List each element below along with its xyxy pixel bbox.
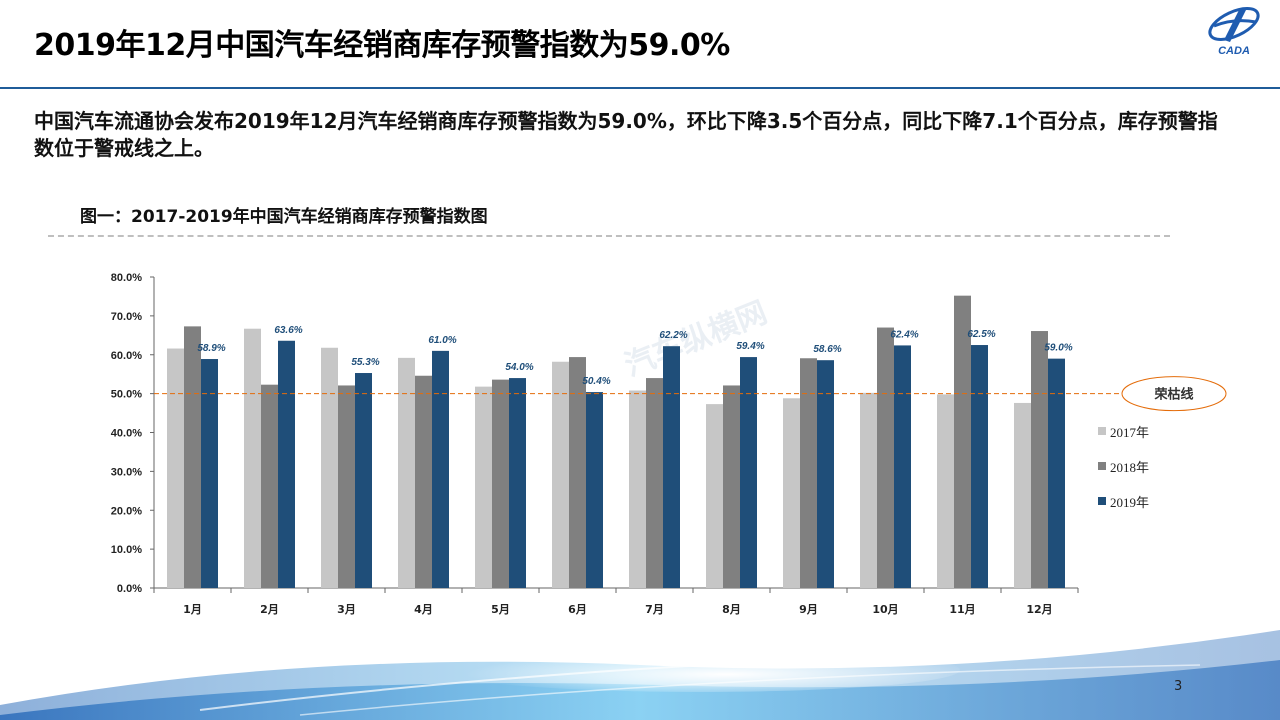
bar-2018年-4月 — [415, 375, 432, 588]
data-label: 62.2% — [659, 330, 687, 341]
y-tick-label: 40.0% — [111, 428, 142, 440]
legend-swatch — [1098, 427, 1106, 435]
x-tick-label: 10月 — [872, 603, 898, 616]
bar-2018年-5月 — [492, 379, 509, 588]
bar-2019年-11月 — [971, 345, 988, 588]
data-label: 62.5% — [967, 329, 995, 340]
bar-2019年-8月 — [740, 357, 757, 588]
data-label: 55.3% — [351, 357, 379, 368]
summary-text: 中国汽车流通协会发布2019年12月汽车经销商库存预警指数为59.0%，环比下降… — [34, 109, 1218, 160]
bar-2019年-10月 — [894, 345, 911, 588]
page-title: 2019年12月中国汽车经销商库存预警指数为59.0% — [34, 28, 730, 63]
figure-divider — [48, 235, 1170, 237]
data-label: 61.0% — [428, 335, 456, 346]
bar-2017年-3月 — [321, 347, 338, 588]
bar-2019年-4月 — [432, 350, 449, 588]
x-tick-label: 9月 — [799, 603, 818, 616]
y-tick-label: 80.0% — [111, 272, 142, 284]
cada-logo: CADA — [1208, 7, 1260, 57]
bar-2018年-11月 — [954, 295, 971, 588]
y-tick-label: 0.0% — [117, 583, 142, 595]
logo-text: CADA — [1218, 45, 1250, 57]
data-label: 59.0% — [1044, 343, 1072, 354]
decorative-wave — [0, 630, 1280, 720]
legend-swatch — [1098, 462, 1106, 470]
bar-2017年-10月 — [860, 392, 877, 588]
bar-2017年-11月 — [937, 394, 954, 588]
legend-label: 2019年 — [1110, 495, 1150, 510]
bar-2017年-9月 — [783, 398, 800, 588]
x-tick-label: 12月 — [1026, 603, 1052, 616]
bar-2017年-1月 — [167, 348, 184, 588]
bar-2017年-5月 — [475, 386, 492, 588]
bar-2019年-6月 — [586, 392, 603, 588]
threshold-badge — [1121, 376, 1227, 412]
y-tick-label: 20.0% — [111, 505, 142, 517]
y-tick-label: 10.0% — [111, 544, 142, 556]
bar-2018年-9月 — [800, 358, 817, 588]
title-divider — [0, 87, 1280, 89]
data-label: 59.4% — [736, 341, 764, 352]
x-tick-label: 11月 — [949, 603, 975, 616]
data-label: 58.6% — [813, 344, 841, 355]
bar-2019年-5月 — [509, 378, 526, 588]
bar-2018年-10月 — [877, 327, 894, 588]
legend-swatch — [1098, 497, 1106, 505]
bar-2018年-7月 — [646, 378, 663, 588]
data-label: 62.4% — [890, 329, 918, 340]
data-label: 63.6% — [274, 325, 302, 336]
x-tick-label: 6月 — [568, 603, 587, 616]
y-tick-label: 50.0% — [111, 389, 142, 401]
legend-label: 2018年 — [1110, 460, 1150, 475]
bar-2018年-1月 — [184, 326, 201, 588]
bar-2019年-3月 — [355, 373, 372, 588]
bar-2018年-3月 — [338, 385, 355, 588]
x-tick-label: 1月 — [183, 603, 202, 616]
bar-2019年-7月 — [663, 346, 680, 588]
bar-2017年-8月 — [706, 404, 723, 588]
y-tick-label: 70.0% — [111, 311, 142, 323]
bar-2017年-7月 — [629, 390, 646, 588]
y-tick-label: 60.0% — [111, 350, 142, 362]
legend-label: 2017年 — [1110, 425, 1150, 440]
data-label: 54.0% — [505, 362, 533, 373]
x-tick-label: 5月 — [491, 603, 510, 616]
bar-2018年-2月 — [261, 384, 278, 588]
bar-2019年-2月 — [278, 340, 295, 588]
x-tick-label: 4月 — [414, 603, 433, 616]
page-number: 3 — [1174, 679, 1183, 694]
bar-2019年-1月 — [201, 359, 218, 588]
threshold-label: 荣枯线 — [1153, 387, 1193, 403]
figure-title: 图一：2017-2019年中国汽车经销商库存预警指数图 — [80, 207, 488, 227]
bar-2018年-6月 — [569, 357, 586, 588]
bar-2019年-9月 — [817, 360, 834, 588]
bar-2017年-6月 — [552, 361, 569, 588]
bar-2018年-8月 — [723, 385, 740, 588]
x-tick-label: 7月 — [645, 603, 664, 616]
bar-2017年-2月 — [244, 328, 261, 588]
bar-2017年-4月 — [398, 357, 415, 588]
x-tick-label: 2月 — [260, 603, 279, 616]
data-label: 58.9% — [197, 343, 225, 354]
bar-2019年-12月 — [1048, 358, 1065, 588]
x-tick-label: 3月 — [337, 603, 356, 616]
bar-2018年-12月 — [1031, 331, 1048, 588]
y-tick-label: 30.0% — [111, 466, 142, 478]
data-label: 50.4% — [582, 376, 610, 387]
bar-2017年-12月 — [1014, 402, 1031, 588]
x-tick-label: 8月 — [722, 603, 741, 616]
